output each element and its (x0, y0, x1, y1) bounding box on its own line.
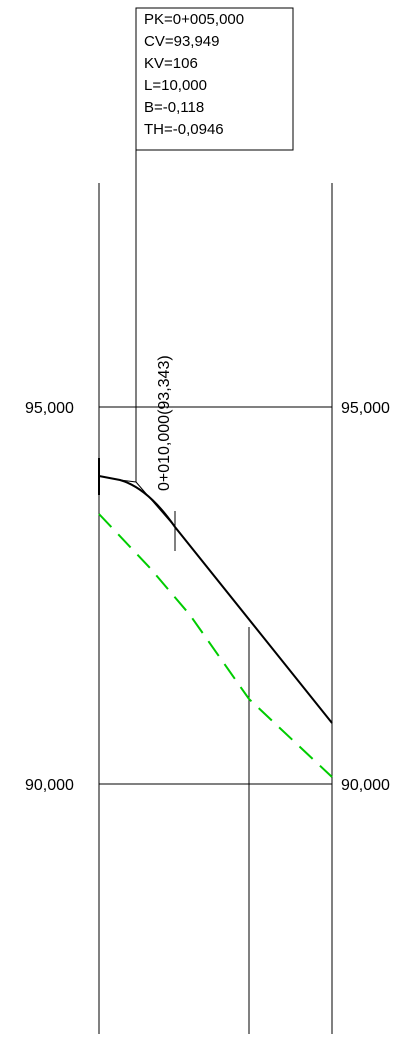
info-cv: CV=93,949 (144, 33, 219, 50)
elev-label-left-95: 95,000 (25, 400, 74, 417)
elev-label-right-95: 95,000 (341, 400, 390, 417)
design-grade-line (98, 475, 333, 724)
curve-info-box: PK=0+005,000 CV=93,949 KV=106 L=10,000 B… (135, 7, 294, 151)
elev-label-left-90: 90,000 (25, 777, 74, 794)
terrain-line (98, 513, 333, 778)
info-b: B=-0,118 (144, 99, 204, 116)
info-kv: KV=106 (144, 55, 198, 72)
info-th: TH=-0,0946 (144, 121, 224, 138)
info-box-frame (135, 7, 294, 151)
info-length: L=10,000 (144, 77, 207, 94)
info-pk: PK=0+005,000 (144, 11, 244, 28)
elev-label-right-90: 90,000 (341, 777, 390, 794)
station-label: 0+010,000(93,343) (156, 355, 173, 491)
